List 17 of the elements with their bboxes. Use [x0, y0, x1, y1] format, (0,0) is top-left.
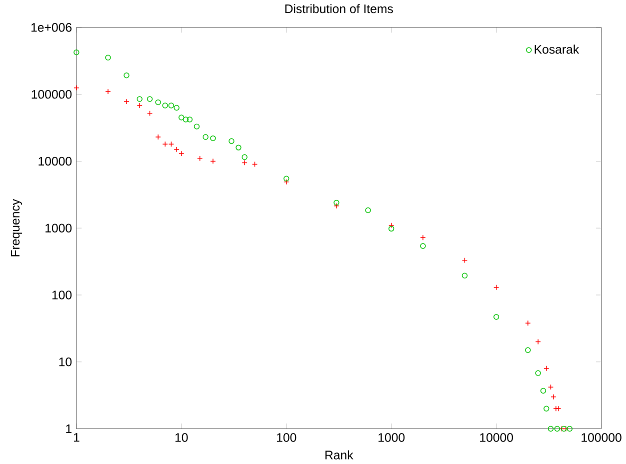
x-tick-label: 1000	[378, 433, 405, 442]
chart-title: Distribution of Items	[285, 4, 393, 14]
legend-label: Kosarak	[534, 44, 580, 54]
x-tick-label: 100	[277, 433, 296, 442]
y-tick-label: 100	[52, 290, 72, 300]
y-tick-label: 10000	[38, 157, 72, 166]
y-tick-label: 10	[59, 358, 72, 366]
y-tick-label: 100000	[32, 90, 72, 99]
x-tick-label: 100000	[582, 433, 622, 442]
y-tick-label: 1	[66, 424, 72, 434]
y-tick-label: 1e+006	[31, 23, 72, 32]
y-axis-title: Frequency	[10, 199, 22, 256]
x-tick-label: 10000	[480, 433, 513, 442]
x-tick-label: 10	[175, 433, 188, 442]
x-tick-label: 1	[74, 433, 80, 442]
x-axis-title: Rank	[325, 450, 354, 460]
y-tick-label: 1000	[46, 224, 72, 233]
